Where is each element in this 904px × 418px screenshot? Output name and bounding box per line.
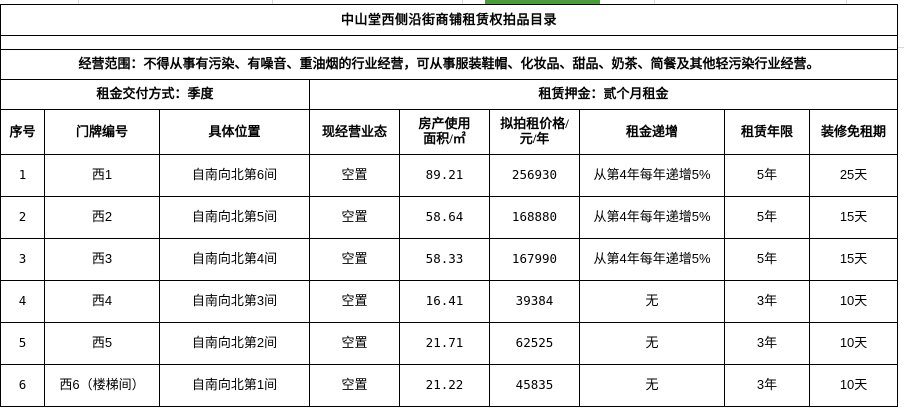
cell-increase: 无 [579, 322, 725, 365]
cell-increase: 从第4年每年递增5% [579, 196, 725, 239]
table-row: 6 西6（楼梯间） 自南向北第1间 空置 21.22 45835 无 3年 10… [0, 364, 899, 407]
cell-price: 168880 [489, 196, 580, 239]
table-row: 2 西2 自南向北第5间 空置 58.64 168880 从第4年每年递增5% … [0, 196, 899, 239]
header-area: 房产使用 面积/㎡ [399, 109, 490, 155]
cell-term: 3年 [724, 322, 810, 365]
cell-area: 16.41 [399, 280, 490, 323]
top-chrome-strip [0, 0, 904, 4]
header-index: 序号 [0, 109, 45, 155]
cell-location: 自南向北第3间 [159, 280, 310, 323]
table-row: 4 西4 自南向北第3间 空置 16.41 39384 无 3年 10天 [0, 280, 899, 323]
green-accent-bar [485, 0, 600, 4]
spacer [0, 35, 899, 50]
cell-location: 自南向北第4间 [159, 238, 310, 281]
cell-free-period: 15天 [808, 238, 899, 281]
page-title: 中山堂西侧沿街商铺租赁权拍品目录 [0, 4, 899, 36]
cell-index: 5 [0, 322, 45, 365]
cell-free-period: 10天 [808, 322, 899, 365]
cell-free-period: 25天 [808, 154, 899, 197]
cell-area: 21.71 [399, 322, 490, 365]
cell-term: 3年 [724, 364, 810, 407]
title-row: 中山堂西侧沿街商铺租赁权拍品目录 [0, 4, 899, 36]
cell-price: 256930 [489, 154, 580, 197]
header-location: 具体位置 [159, 109, 310, 155]
cell-door-no: 西3 [44, 238, 160, 281]
header-price: 拟拍租价格/ 元/年 [489, 109, 580, 155]
cell-location: 自南向北第1间 [159, 364, 310, 407]
cell-status: 空置 [309, 280, 400, 323]
cell-free-period: 15天 [808, 196, 899, 239]
cell-increase: 从第4年每年递增5% [579, 154, 725, 197]
header-price-line1: 拟拍租价格/ [500, 116, 569, 132]
header-price-line2: 元/年 [519, 131, 550, 146]
business-scope-text: 经营范围：不得从事有污染、有噪音、重油烟的行业经营，可从事服装鞋帽、化妆品、甜品… [0, 49, 899, 80]
cell-term: 3年 [724, 280, 810, 323]
cell-free-period: 10天 [808, 364, 899, 407]
cell-price: 62525 [489, 322, 580, 365]
cell-location: 自南向北第2间 [159, 322, 310, 365]
terms-row: 租金交付方式：季度 租赁押金：贰个月租金 [0, 79, 899, 110]
cell-door-no: 西4 [44, 280, 160, 323]
cell-index: 3 [0, 238, 45, 281]
cell-price: 167990 [489, 238, 580, 281]
header-increase: 租金递增 [579, 109, 725, 155]
cell-location: 自南向北第5间 [159, 196, 310, 239]
header-area-line1: 房产使用 [418, 116, 471, 132]
cell-increase: 无 [579, 280, 725, 323]
header-door-no: 门牌编号 [44, 109, 160, 155]
cell-free-period: 10天 [808, 280, 899, 323]
cell-term: 5年 [724, 154, 810, 197]
cell-status: 空置 [309, 322, 400, 365]
cell-index: 6 [0, 364, 45, 407]
cell-status: 空置 [309, 364, 400, 407]
cell-area: 58.33 [399, 238, 490, 281]
cell-index: 4 [0, 280, 45, 323]
cell-door-no: 西2 [44, 196, 160, 239]
cell-door-no: 西6（楼梯间） [44, 364, 160, 407]
cell-price: 39384 [489, 280, 580, 323]
auction-listing-table: 中山堂西侧沿街商铺租赁权拍品目录 经营范围：不得从事有污染、有噪音、重油烟的行业… [0, 4, 899, 407]
cell-door-no: 西5 [44, 322, 160, 365]
header-area-line2: 面积/㎡ [423, 131, 466, 146]
title-spacer-row [0, 35, 899, 50]
header-term: 租赁年限 [724, 109, 810, 155]
cell-increase: 从第4年每年递增5% [579, 238, 725, 281]
table-row: 5 西5 自南向北第2间 空置 21.71 62525 无 3年 10天 [0, 322, 899, 365]
cell-term: 5年 [724, 196, 810, 239]
table-row: 1 西1 自南向北第6间 空置 89.21 256930 从第4年每年递增5% … [0, 154, 899, 197]
cell-area: 89.21 [399, 154, 490, 197]
deposit-text: 租赁押金：贰个月租金 [308, 79, 899, 110]
cell-location: 自南向北第6间 [159, 154, 310, 197]
cell-area: 21.22 [399, 364, 490, 407]
spreadsheet-sheet: 中山堂西侧沿街商铺租赁权拍品目录 经营范围：不得从事有污染、有噪音、重油烟的行业… [0, 4, 904, 418]
cell-term: 5年 [724, 238, 810, 281]
cell-index: 2 [0, 196, 45, 239]
cell-status: 空置 [309, 196, 400, 239]
cell-index: 1 [0, 154, 45, 197]
cell-status: 空置 [309, 154, 400, 197]
header-free-period: 装修免租期 [808, 109, 899, 155]
cell-increase: 无 [579, 364, 725, 407]
header-status: 现经营业态 [309, 109, 400, 155]
cell-door-no: 西1 [44, 154, 160, 197]
cell-status: 空置 [309, 238, 400, 281]
table-row: 3 西3 自南向北第4间 空置 58.33 167990 从第4年每年递增5% … [0, 238, 899, 281]
cell-price: 45835 [489, 364, 580, 407]
table-header-row: 序号 门牌编号 具体位置 现经营业态 房产使用 面积/㎡ 拟拍租价格/ 元/年 … [0, 109, 899, 155]
business-scope-row: 经营范围：不得从事有污染、有噪音、重油烟的行业经营，可从事服装鞋帽、化妆品、甜品… [0, 49, 899, 80]
rent-payment-text: 租金交付方式：季度 [0, 79, 310, 110]
cell-area: 58.64 [399, 196, 490, 239]
